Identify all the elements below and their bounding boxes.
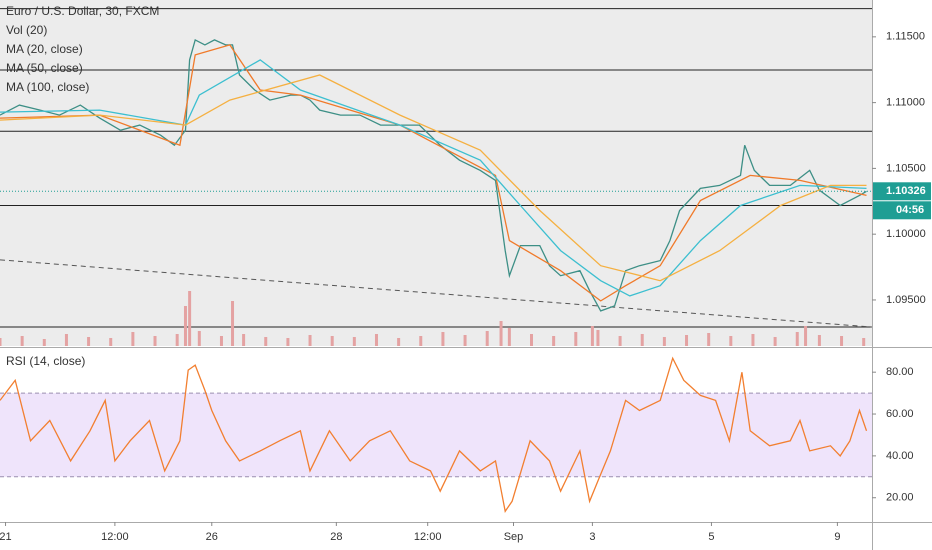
x-tick-label: 9 bbox=[834, 531, 840, 543]
volume-bar bbox=[463, 335, 467, 346]
series-line bbox=[0, 38, 867, 312]
volume-bar bbox=[175, 334, 179, 346]
volume-bar bbox=[662, 337, 666, 346]
volume-bar bbox=[264, 337, 268, 346]
volume-bar bbox=[507, 328, 511, 346]
volume-bar bbox=[42, 339, 46, 346]
price-pane bbox=[0, 0, 872, 346]
volume-bar bbox=[441, 332, 445, 346]
volume-bar bbox=[590, 326, 594, 346]
volume-bar bbox=[0, 338, 2, 346]
volume-bar bbox=[64, 334, 68, 346]
volume-bar bbox=[219, 336, 223, 346]
volume-bar bbox=[183, 306, 187, 346]
volume-bar bbox=[87, 337, 91, 346]
volume-bar bbox=[552, 336, 556, 346]
rsi-band bbox=[0, 393, 872, 477]
volume-bar bbox=[804, 326, 808, 346]
legend-entry: MA (100, close) bbox=[6, 80, 89, 94]
volume-bar bbox=[773, 337, 777, 346]
volume-bar bbox=[20, 336, 24, 346]
y-tick-label: 1.09500 bbox=[886, 294, 926, 306]
volume-bar bbox=[862, 338, 866, 346]
volume-bar bbox=[188, 291, 192, 346]
volume-bar bbox=[231, 301, 235, 346]
volume-bar bbox=[109, 338, 113, 346]
x-tick-label: 21 bbox=[0, 531, 12, 543]
volume-bar bbox=[374, 334, 378, 346]
x-tick-label: 26 bbox=[206, 531, 218, 543]
volume-bar bbox=[574, 332, 578, 346]
y-tick-label: 1.10500 bbox=[886, 162, 926, 174]
volume-bar bbox=[330, 336, 334, 346]
trend-line bbox=[0, 259, 873, 328]
series-line bbox=[0, 74, 867, 282]
legend-entry: MA (20, close) bbox=[6, 42, 83, 56]
series-line bbox=[0, 44, 867, 302]
volume-bar bbox=[131, 332, 135, 346]
volume-bar bbox=[596, 330, 600, 346]
volume-bar bbox=[397, 338, 401, 346]
x-tick-label: 12:00 bbox=[101, 531, 129, 543]
legend-entry: MA (50, close) bbox=[6, 61, 83, 75]
volume-bar bbox=[499, 321, 503, 346]
volume-bar bbox=[817, 335, 821, 346]
series-line bbox=[0, 356, 868, 513]
countdown-label: 04:56 bbox=[896, 204, 924, 216]
volume-bar bbox=[308, 335, 312, 346]
volume-bar bbox=[707, 333, 711, 346]
volume-bar bbox=[197, 331, 201, 346]
x-tick-label: Sep bbox=[504, 531, 524, 543]
legend-entry: Vol (20) bbox=[6, 23, 47, 37]
series-line bbox=[0, 59, 867, 297]
volume-bar bbox=[153, 336, 157, 346]
x-tick-label: 3 bbox=[589, 531, 595, 543]
volume-bar bbox=[840, 336, 844, 346]
y-tick-label: 1.11500 bbox=[886, 31, 925, 43]
volume-bar bbox=[751, 334, 755, 346]
volume-bar bbox=[729, 336, 733, 346]
volume-bar bbox=[485, 331, 489, 346]
x-tick-label: 12:00 bbox=[414, 531, 442, 543]
volume-bar bbox=[286, 338, 290, 346]
volume-bar bbox=[419, 336, 423, 346]
y-tick-label: 1.11000 bbox=[886, 97, 925, 109]
y-tick-label: 60.00 bbox=[886, 408, 914, 420]
y-tick-label: 20.00 bbox=[886, 492, 914, 504]
volume-bar bbox=[530, 334, 534, 346]
last-price-box bbox=[873, 182, 931, 201]
pane-title: RSI (14, close) bbox=[6, 354, 85, 368]
x-tick-label: 28 bbox=[330, 531, 342, 543]
pane-title: Euro / U.S. Dollar, 30, FXCM bbox=[6, 4, 159, 18]
last-price-label: 1.10326 bbox=[886, 185, 926, 197]
volume-bar bbox=[685, 335, 689, 346]
x-tick-label: 5 bbox=[708, 531, 714, 543]
volume-bar bbox=[618, 336, 622, 346]
y-tick-label: 80.00 bbox=[886, 366, 914, 378]
y-tick-label: 40.00 bbox=[886, 450, 914, 462]
volume-bar bbox=[352, 337, 356, 346]
volume-bar bbox=[795, 332, 799, 346]
volume-bar bbox=[242, 334, 246, 346]
y-tick-label: 1.10000 bbox=[886, 228, 926, 240]
volume-bar bbox=[640, 334, 644, 346]
countdown-box bbox=[873, 201, 931, 220]
